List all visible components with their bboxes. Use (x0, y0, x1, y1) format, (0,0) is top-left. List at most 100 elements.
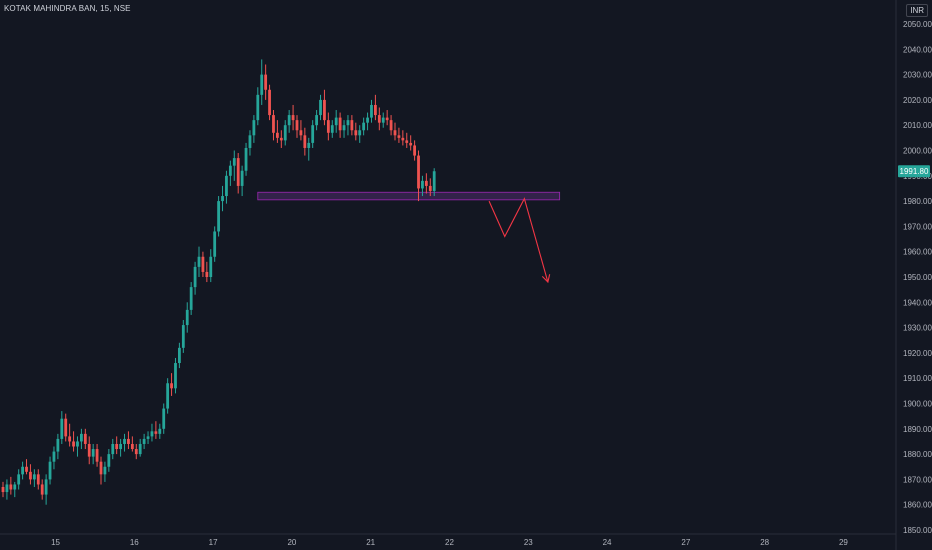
price-axis[interactable]: 1850.00 1860.00 1870.00 1880.00 1890.00 1900.… (903, 20, 932, 535)
price-tick-label: 2050.00 (903, 20, 932, 29)
candle-body (405, 140, 409, 143)
candle-body (330, 125, 334, 133)
candle-body (40, 484, 44, 495)
price-tick-label: 1930.00 (903, 324, 932, 333)
candle (240, 165, 244, 197)
candle-body (178, 347, 181, 364)
candle-body (326, 120, 330, 133)
candle (99, 456, 103, 485)
candle (358, 125, 362, 143)
candle-body (87, 443, 91, 457)
time-tick-label: 17 (209, 538, 218, 547)
candle-body (366, 117, 369, 123)
candle (83, 428, 87, 450)
candle (150, 423, 154, 442)
candle (225, 170, 228, 204)
candle (1, 481, 5, 498)
candle (13, 481, 17, 498)
candle (279, 130, 283, 148)
candle-body (287, 115, 291, 126)
time-tick-label: 20 (287, 538, 296, 547)
candle-body (36, 474, 40, 485)
candle-body (174, 363, 177, 389)
candle-body (68, 436, 72, 442)
candle (103, 461, 107, 482)
candle (217, 196, 220, 237)
candle (87, 436, 91, 465)
candle-body (299, 130, 303, 136)
projection-layer (488, 197, 551, 284)
currency-label[interactable]: INR (906, 4, 928, 17)
time-axis[interactable]: 15 16 17 20 21 22 23 24 27 28 29 (51, 538, 848, 547)
candle-body (424, 180, 428, 186)
price-tick-label: 1890.00 (903, 425, 932, 434)
candle (17, 469, 21, 490)
candle (276, 120, 279, 143)
candle (428, 178, 432, 197)
candle-body (252, 120, 256, 136)
candle (154, 421, 158, 439)
candle (76, 436, 79, 457)
candle (409, 135, 413, 151)
candle (354, 122, 358, 141)
candle (295, 115, 299, 138)
candle-body (48, 461, 52, 480)
candle (60, 411, 64, 444)
candle (370, 99, 373, 123)
candle-body (401, 137, 405, 141)
candle-body (228, 165, 232, 176)
candle (393, 122, 397, 141)
price-tick-label: 1970.00 (903, 222, 932, 231)
candle-body (244, 147, 248, 171)
candle (189, 282, 193, 315)
candle (381, 112, 385, 128)
candle-body (413, 145, 416, 156)
candle (334, 110, 338, 133)
candle-body (268, 89, 271, 116)
candle (64, 413, 68, 442)
candle (193, 261, 197, 295)
price-tick-label: 1920.00 (903, 349, 932, 358)
candle-body (221, 196, 224, 202)
candle (362, 117, 366, 136)
candle-body (248, 135, 252, 148)
candle-body (201, 256, 205, 272)
time-tick-label: 29 (839, 538, 848, 547)
symbol-header[interactable]: KOTAK MAHINDRA BAN, 15, NSE (4, 4, 131, 13)
candle (68, 423, 72, 447)
candle (44, 474, 48, 505)
candle (342, 120, 346, 138)
candle-body (409, 142, 413, 146)
candle (25, 459, 28, 475)
candle-body (283, 125, 287, 141)
candle-body (295, 120, 299, 131)
candle-body (170, 383, 173, 389)
price-tick-label: 1900.00 (903, 400, 932, 409)
candle (134, 443, 138, 460)
price-tick-label: 2020.00 (903, 96, 932, 105)
candle-body (315, 115, 318, 126)
candle-body (272, 115, 275, 133)
candle-body (111, 443, 115, 455)
candle-body (381, 117, 385, 123)
candle (248, 130, 252, 156)
candle (123, 433, 126, 452)
candle-body (17, 474, 21, 485)
candle (330, 120, 334, 138)
candle-body (25, 466, 28, 472)
candle-body (189, 287, 193, 310)
candle-body (338, 117, 342, 131)
candle-body (123, 438, 126, 444)
candle-body (107, 454, 111, 467)
candle-body (385, 117, 389, 121)
support-zone-layer (257, 191, 561, 201)
support-zone-rect (257, 191, 561, 201)
candle (244, 142, 248, 176)
candle-body (29, 471, 32, 480)
candle (350, 115, 354, 136)
candle (166, 378, 170, 414)
candle (397, 127, 401, 143)
